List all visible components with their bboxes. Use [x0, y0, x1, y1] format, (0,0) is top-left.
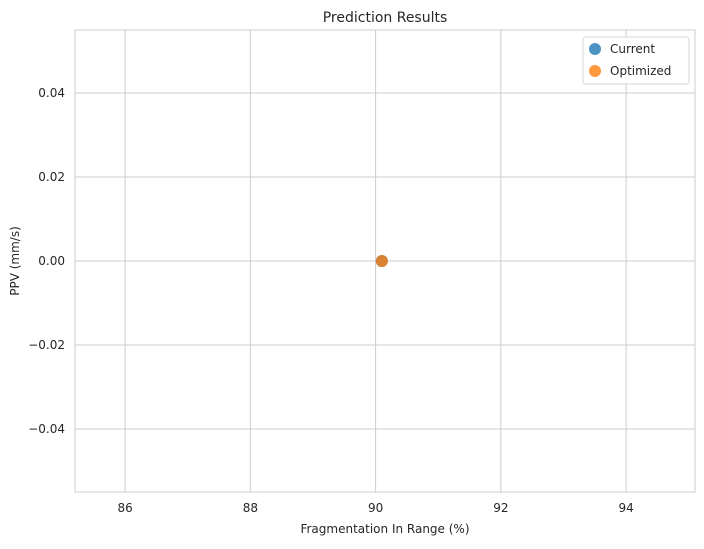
legend-label-current: Current	[610, 42, 655, 56]
legend-marker-optimized	[589, 65, 601, 77]
x-axis-label: Fragmentation In Range (%)	[300, 522, 469, 536]
plot-area: 86 88 90 92 94 −0.04 −0.02 0.00 0.02 0.04	[28, 29, 696, 515]
legend-marker-current	[589, 43, 601, 55]
x-tick-label: 88	[243, 501, 258, 515]
x-tick-label: 94	[618, 501, 633, 515]
y-tick-label: 0.00	[38, 254, 65, 268]
y-axis-label: PPV (mm/s)	[8, 226, 22, 296]
y-tick-label: 0.02	[38, 170, 65, 184]
x-tick-label: 86	[117, 501, 132, 515]
legend-label-optimized: Optimized	[610, 64, 671, 78]
scatter-point-optimized	[375, 255, 388, 267]
y-tick-label: 0.04	[38, 86, 65, 100]
y-tick-label: −0.04	[28, 422, 65, 436]
chart-title: Prediction Results	[323, 10, 448, 26]
x-tick-label: 92	[493, 501, 508, 515]
plot-frame	[74, 29, 696, 493]
x-tick-label: 90	[368, 501, 383, 515]
legend: Current Optimized	[582, 36, 690, 85]
legend-box	[582, 36, 690, 85]
y-tick-label: −0.02	[28, 338, 65, 352]
